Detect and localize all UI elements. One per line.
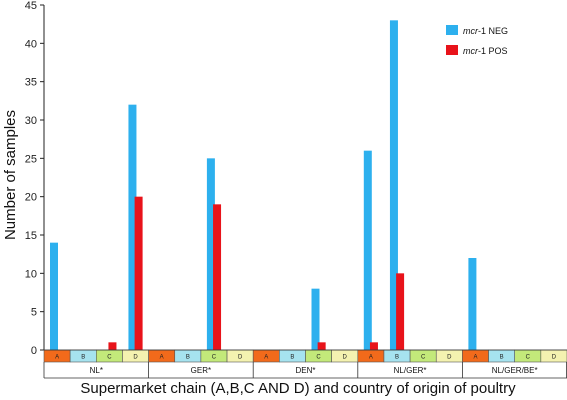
chain-cell-label: C	[107, 355, 112, 361]
country-label: DEN*	[295, 366, 315, 375]
y-tick-label: 30	[25, 115, 37, 127]
legend: mcr-1 NEG mcr-1 POS	[446, 25, 508, 56]
bar-mcr1-pos	[213, 204, 222, 350]
chain-cell-label: B	[81, 355, 85, 361]
y-tick-label: 20	[25, 192, 37, 204]
legend-label: mcr-1 NEG	[463, 26, 508, 36]
chain-cell-label: C	[526, 355, 531, 361]
chain-cell-label: B	[500, 355, 504, 361]
bar-mcr1-neg	[128, 104, 137, 351]
y-tick-label: 45	[25, 0, 37, 12]
chain-cell-label: B	[290, 355, 294, 361]
y-tick-label: 40	[25, 38, 37, 50]
bars	[50, 20, 477, 351]
y-tick-label: 10	[25, 268, 37, 280]
bar-mcr1-pos	[108, 342, 117, 350]
chain-cell-label: D	[343, 355, 348, 361]
y-tick-label: 35	[25, 77, 37, 89]
country-label: GER*	[191, 366, 211, 375]
bar-mcr1-neg	[363, 150, 372, 350]
bar-mcr1-pos	[369, 342, 378, 350]
bar-mcr1-pos	[317, 342, 326, 350]
x-axis-title: Supermarket chain (A,B,C AND D) and coun…	[80, 380, 516, 397]
chain-cell-label: C	[316, 355, 321, 361]
bar-mcr1-neg	[50, 242, 58, 350]
legend-swatch	[446, 25, 458, 35]
bar-mcr1-neg	[206, 158, 215, 350]
country-label: NL/GER*	[394, 366, 427, 375]
chain-cell-label: A	[369, 355, 373, 361]
country-label: NL/GER/BE*	[492, 366, 538, 375]
chain-cell-label: D	[133, 355, 138, 361]
legend-label: mcr-1 POS	[463, 46, 508, 56]
bar-mcr1-neg	[389, 20, 398, 350]
y-tick-label: 5	[31, 307, 37, 319]
y-tick-label: 0	[31, 345, 37, 357]
y-tick-label: 25	[25, 153, 37, 165]
chain-cell-label: C	[421, 355, 426, 361]
chain-cell-label: A	[55, 355, 59, 361]
chain-cell-label: D	[447, 355, 452, 361]
chain-cell-label: A	[160, 355, 164, 361]
bar-mcr1-pos	[134, 196, 143, 350]
chain-cell-label: A	[264, 355, 268, 361]
chain-cell-label: B	[186, 355, 190, 361]
y-axis-ticks: 0 5 10 15 20 25 30 35 40 45	[25, 0, 44, 357]
chain-cell-label: B	[395, 355, 399, 361]
bar-mcr1-neg	[468, 258, 477, 350]
chain-cell-label: C	[212, 355, 217, 361]
chain-cell-label: D	[238, 355, 243, 361]
legend-swatch	[446, 45, 458, 55]
bar-mcr1-neg	[311, 288, 320, 350]
country-labels: NL* GER* DEN* NL/GER* NL/GER/BE*	[43, 362, 567, 379]
bar-mcr1-pos	[396, 273, 405, 350]
chain-cell-label: A	[473, 355, 477, 361]
chain-cell-label: D	[552, 355, 557, 361]
y-axis-title: Number of samples	[2, 110, 19, 240]
y-tick-label: 15	[25, 230, 37, 242]
country-label: NL*	[90, 366, 103, 375]
